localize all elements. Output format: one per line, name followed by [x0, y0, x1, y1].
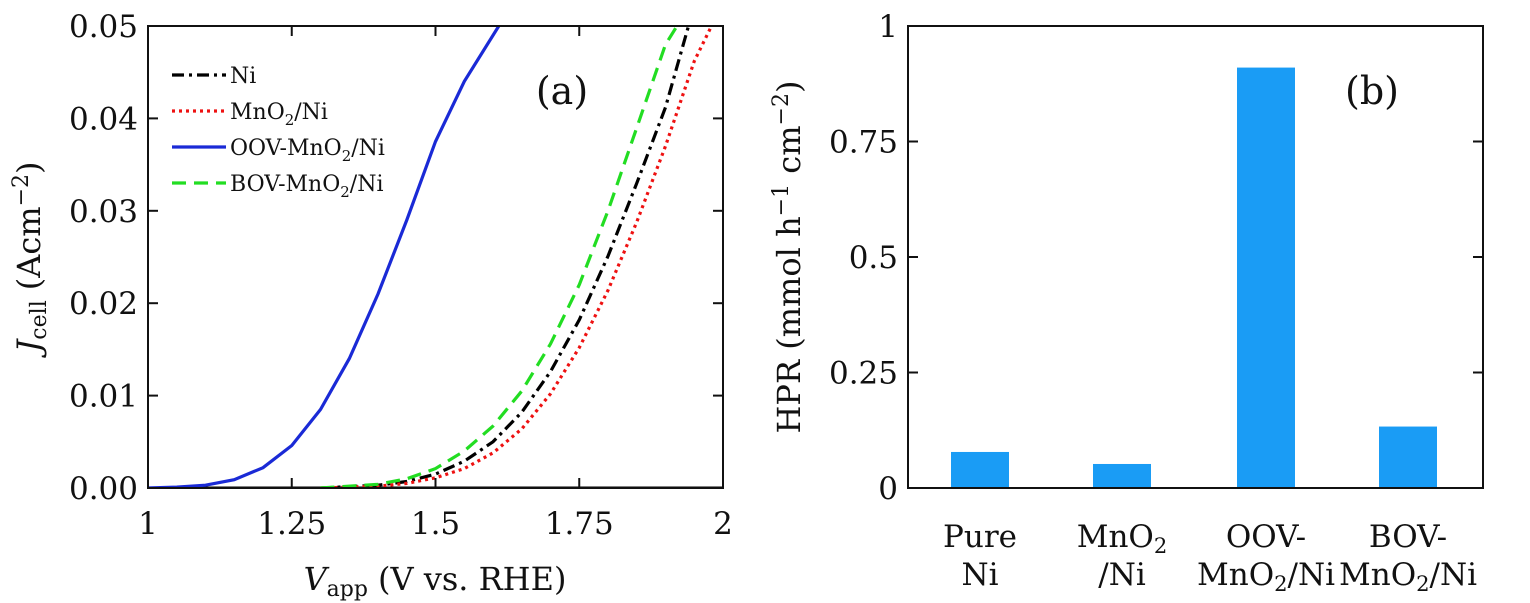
panel-a-x-tick-label-1: 1.25	[257, 506, 326, 542]
legend-label-oov-mno2-ni-part-0: OOV-MnO	[230, 136, 342, 161]
legend-label-oov-mno2-ni-part-2: /Ni	[351, 136, 385, 161]
panel-b-bar-chart: 00.250.50.751 PureNiMnO2/NiOOV-MnO2/NiBO…	[769, 9, 1484, 596]
legend-label-bov-mno2-ni-part-2: /Ni	[350, 172, 384, 197]
panel-b-y-tick-label-4: 1	[878, 9, 898, 45]
legend-label-mno2-ni-part-1: 2	[285, 111, 295, 129]
category-label-pure-ni-line-1-part-0: Ni	[961, 557, 998, 593]
panel-b-y-axis-mid: cm	[770, 125, 808, 183]
legend-label-bov-mno2-ni-part-1: 2	[340, 183, 350, 201]
panel-b-y-axis-sup2: −2	[769, 93, 794, 125]
category-label-mno2-ni-line-0: MnO2	[1077, 519, 1168, 558]
panel-a-y-axis-sub: cell	[27, 300, 52, 339]
bar-bov-mno2-ni	[1379, 426, 1437, 488]
category-label-bov-mno2-ni-line-1-part-0: MnO	[1339, 557, 1416, 593]
series-line-ni	[320, 26, 691, 488]
bar-oov-mno2-ni	[1237, 67, 1295, 488]
panel-a-y-tick-label-3: 0.03	[69, 194, 138, 230]
legend-label-ni: Ni	[230, 64, 256, 89]
legend-label-mno2-ni-part-0: MnO	[230, 100, 285, 125]
legend-label-mno2-ni-part-2: /Ni	[294, 100, 328, 125]
category-label-oov-mno2-ni-line-1-part-1: 2	[1274, 571, 1287, 596]
panel-a-ticks: 1 1.25 1.5 1.75 2 0.00 0.01 0.02 0.03 0.04 0.05	[69, 9, 733, 542]
panel-b-y-tick-label-2: 0.5	[849, 240, 898, 276]
category-label-bov-mno2-ni-line-1-part-1: 2	[1416, 571, 1429, 596]
panel-a-x-axis-rest: (V vs. RHE)	[378, 560, 566, 598]
panel-b-y-axis-main: HPR (mmol h	[770, 216, 808, 433]
panel-a-x-axis-var: V	[304, 560, 330, 598]
legend-label-mno2-ni: MnO2/Ni	[230, 100, 328, 129]
panel-b-bars-group	[951, 67, 1437, 488]
panel-b-y-tick-label-3: 0.75	[829, 125, 898, 161]
category-label-pure-ni-line-0: Pure	[943, 519, 1017, 555]
panel-a-series-group	[148, 26, 723, 488]
panel-a-axes-frame	[147, 25, 724, 489]
panel-b-ticks: 0 0.25 0.5 0.75 1	[829, 9, 1483, 507]
category-label-oov-mno2-ni-line-1-part-0: MnO	[1197, 557, 1274, 593]
category-label-mno2-ni-line-0-part-0: MnO	[1077, 519, 1154, 555]
panel-a-x-tick-label-0: 1	[138, 506, 158, 542]
series-line-bov-mno2-ni	[320, 26, 679, 488]
panel-a-x-axis-title: Vapp (V vs. RHE)	[304, 560, 567, 602]
panel-a-y-axis-var: J	[10, 338, 48, 359]
category-label-oov-mno2-ni-line-1-part-2: /Ni	[1288, 557, 1336, 593]
bar-pure-ni	[951, 451, 1009, 488]
panel-a-y-axis-sup: −2	[9, 174, 34, 206]
category-label-oov-mno2-ni-line-0: OOV-	[1226, 519, 1306, 555]
category-label-mno2-ni-line-1: /Ni	[1098, 557, 1146, 593]
panel-b-y-axis-close: )	[770, 81, 808, 93]
panel-a-x-axis-sub: app	[327, 577, 368, 602]
legend-label-bov-mno2-ni-part-0: BOV-MnO	[230, 172, 340, 197]
panel-b-y-axis-sup1: −1	[769, 184, 794, 216]
panel-a-y-tick-label-5: 0.05	[69, 9, 138, 45]
category-label-mno2-ni-line-1-part-0: /Ni	[1098, 557, 1146, 593]
category-label-pure-ni-line-1: Ni	[961, 557, 998, 593]
category-label-oov-mno2-ni-line-1: MnO2/Ni	[1197, 557, 1335, 596]
panel-a-line-chart: 1 1.25 1.5 1.75 2 0.00 0.01 0.02 0.03 0.04 0.05 Ni…	[9, 9, 733, 602]
panel-b-y-axis-title: HPR (mmol h−1 cm−2)	[769, 81, 808, 434]
category-label-bov-mno2-ni-line-0: BOV-	[1369, 519, 1447, 555]
panel-a-label: (a)	[536, 69, 588, 113]
panel-a-x-tick-label-2: 1.5	[411, 506, 460, 542]
series-line-mno2-ni	[320, 26, 713, 488]
panel-a-y-axis-rest: (Acm	[10, 206, 48, 290]
panel-b-y-tick-label-0: 0	[878, 471, 898, 507]
bar-mno2-ni	[1093, 463, 1151, 488]
panel-b-label: (b)	[1345, 69, 1399, 113]
panel-a-x-tick-label-3: 1.75	[545, 506, 614, 542]
category-label-bov-mno2-ni-line-1-part-2: /Ni	[1430, 557, 1478, 593]
panel-a-y-tick-label-2: 0.02	[69, 286, 138, 322]
category-label-oov-mno2-ni-line-0-part-0: OOV-	[1226, 519, 1306, 555]
panel-a-y-tick-label-1: 0.01	[69, 379, 138, 415]
panel-a-y-axis-title: Jcell (Acm−2)	[9, 161, 52, 358]
category-label-pure-ni-line-0-part-0: Pure	[943, 519, 1017, 555]
category-label-bov-mno2-ni-line-1: MnO2/Ni	[1339, 557, 1477, 596]
legend-label-ni-part-0: Ni	[230, 64, 256, 89]
panel-a-y-tick-label-0: 0.00	[69, 471, 138, 507]
panel-a-y-tick-label-4: 0.04	[69, 101, 138, 137]
legend-label-oov-mno2-ni: OOV-MnO2/Ni	[230, 136, 385, 165]
panel-b-y-tick-label-1: 0.25	[829, 356, 898, 392]
panel-a-x-tick-label-4: 2	[713, 506, 733, 542]
legend-label-bov-mno2-ni: BOV-MnO2/Ni	[230, 172, 383, 201]
category-label-mno2-ni-line-0-part-1: 2	[1154, 533, 1167, 558]
series-line-oov-mno2-ni	[148, 26, 501, 488]
panel-a-y-axis-close: )	[10, 161, 48, 173]
legend-label-oov-mno2-ni-part-1: 2	[342, 147, 352, 165]
category-label-bov-mno2-ni-line-0-part-0: BOV-	[1369, 519, 1447, 555]
